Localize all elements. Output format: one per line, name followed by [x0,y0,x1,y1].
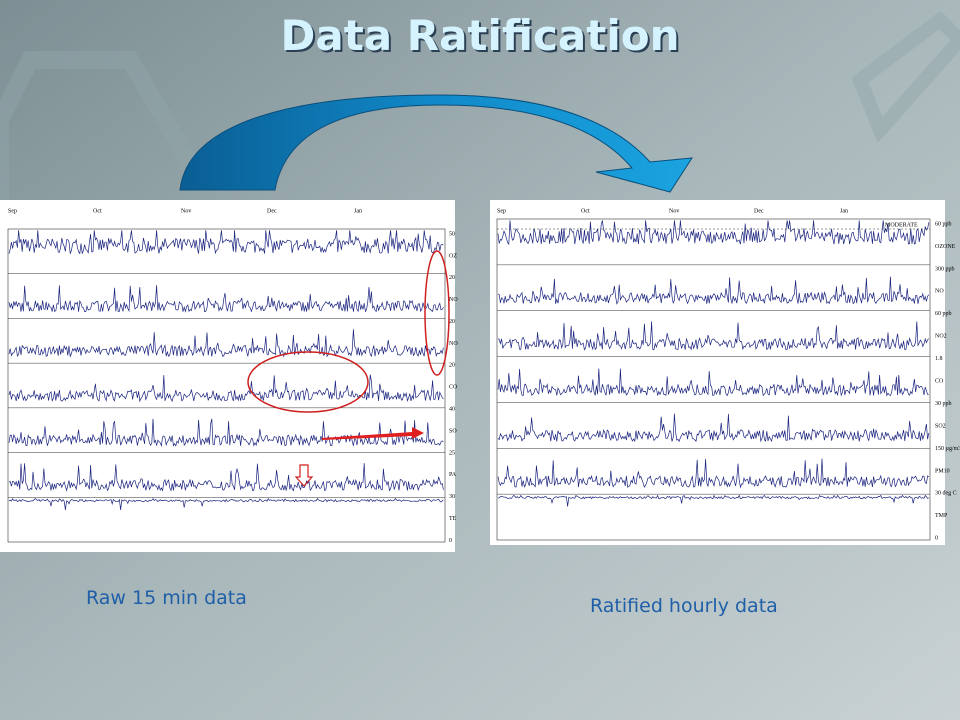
trace [497,458,929,489]
highlight [247,351,369,413]
trace [497,220,930,246]
axis-label: SO2 [935,423,946,429]
trace [8,497,444,510]
month-label: Dec [267,208,277,214]
plot-frame [7,228,446,543]
month-label: Dec [754,208,764,214]
axis-label: 30 deg C [935,491,957,497]
axis-label: PM10 [935,468,950,474]
axis-label: 30 ppb [935,401,952,407]
arrow [179,94,693,193]
axis-label: 1.8 [935,356,943,362]
axis-label: 60 ppb [935,311,952,317]
highlight [424,250,450,376]
axis-label: NO2 [935,334,947,340]
axis-label: 25 [449,450,455,456]
caption: Raw 15 min data [86,587,247,609]
trace [8,329,444,358]
axis-label: TE [449,516,457,522]
red-marker [294,464,314,487]
axis-label: SO [449,428,457,434]
axis-label: 20 [449,275,455,281]
trace [8,230,444,255]
trace [497,276,930,305]
month-label: Jan [840,208,848,214]
red-arrow [322,427,424,440]
axis-label: 20 [449,363,455,369]
trace [8,285,444,313]
trace [8,374,444,403]
axis-label: 0 [935,536,938,542]
plot-frame [496,218,931,541]
title: Data Ratification [281,11,680,60]
axis-label: CO [449,385,458,391]
axis-label: NO [449,297,458,303]
month-label: Nov [181,208,191,214]
axis-label: 40 [449,406,455,412]
raw-panel [0,200,455,552]
trace [8,463,444,492]
raw-chart: Sep Oct Nov Dec Jan 50 OZ 20 NO 20 NO 20 CO 40 SO 25 PA 3… [7,208,458,544]
trace [497,321,930,351]
caption: Ratified hourly data [590,595,778,617]
axis-label: 50 [449,231,455,237]
trace [497,494,929,507]
axis-label: 30 [449,494,455,500]
ratified-panel [490,200,945,545]
band-label: MODERATE [885,222,918,228]
axis-label: TMP [935,513,948,519]
axis-label: 150 µg/m3 [935,446,960,452]
month-label: Sep [8,208,17,214]
axis-label: 60 ppb [935,221,952,227]
axis-label: NO [449,341,458,347]
trace [497,413,930,443]
axis-label: 20 [449,319,455,325]
axis-label: NO [935,289,944,295]
axis-label: CO [935,379,944,385]
axis-label: 300 ppb [935,266,955,272]
axis-label: 0 [449,538,452,544]
axis-label: OZONE [935,244,956,250]
title-shadow: Data Ratification [283,13,682,62]
axis-label: OZ [449,253,457,259]
axis-label: PA [449,472,457,478]
month-label: Sep [497,208,506,214]
trace [8,418,444,448]
trace [497,368,929,397]
month-label: Oct [581,208,590,214]
bg-shape [851,10,960,144]
ratified-chart: Sep Oct Nov Dec Jan 60 ppb OZONE 300 ppb NO 60 pp… [496,208,960,542]
month-label: Oct [93,208,102,214]
month-label: Nov [669,208,679,214]
month-label: Jan [354,208,362,214]
